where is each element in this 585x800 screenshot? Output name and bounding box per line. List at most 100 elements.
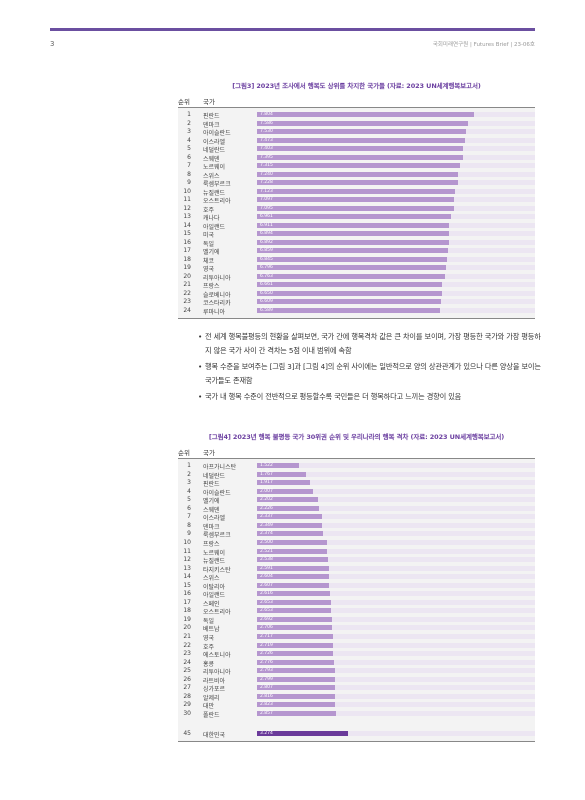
- bar: 2.653: [257, 599, 331, 605]
- bar-row: 12 뉴질랜드 2.538: [178, 556, 535, 565]
- bar: 6.763: [257, 273, 445, 279]
- country-label: 룩셈부르크: [203, 532, 231, 540]
- value-label: 2.007: [260, 488, 273, 494]
- rank-label: 16: [183, 238, 191, 246]
- bar-track: 2.823: [257, 702, 535, 708]
- bar-row: 20 베트남 2.706: [178, 624, 535, 633]
- bar-row: 29 대만 2.823: [178, 701, 535, 710]
- bar: 6.845: [257, 256, 448, 262]
- bar-track: 2.616: [257, 591, 535, 597]
- value-label: 2.653: [260, 608, 273, 614]
- figure3-title: [그림3] 2023년 조사에서 행복도 상위를 차지한 국가들 (자료: 20…: [232, 82, 481, 90]
- country-label: 네덜란드: [203, 472, 226, 480]
- country-label: 아프가니스탄: [203, 464, 237, 471]
- bar-row: 2 네덜란드 1.767: [178, 471, 535, 480]
- country-label: 덴마크: [203, 121, 220, 129]
- value-label: 7.530: [260, 129, 273, 134]
- value-label: 2.717: [260, 634, 273, 639]
- bar: 2.226: [257, 505, 319, 511]
- bar-row: 13 캐나다 6.961: [178, 213, 535, 222]
- value-label: 2.653: [260, 599, 273, 605]
- bar-row: 16 아일랜드 2.616: [178, 590, 535, 599]
- rank-label: 1: [187, 462, 191, 469]
- bar-row: 21 영국 2.717: [178, 633, 535, 642]
- value-label: 2.337: [260, 514, 273, 520]
- country-label: 홍콩: [203, 660, 215, 668]
- bar: 2.706: [257, 625, 333, 631]
- bullet-item: 전 세계 행복불평등의 현황을 살펴보면, 국가 간에 행복격차 값은 큰 차이…: [198, 330, 543, 357]
- value-label: 6.796: [260, 265, 273, 270]
- country-label: 대만: [203, 703, 215, 711]
- bar: 6.961: [257, 214, 451, 219]
- rank-label: 22: [183, 289, 191, 297]
- page-number: 3: [50, 40, 55, 48]
- figure3-chart: [그림3] 2023년 조사에서 행복도 상위를 차지한 국가들 (자료: 20…: [178, 80, 535, 319]
- bar-track: 2.591: [257, 565, 535, 571]
- bar-track: 2.374: [257, 531, 535, 537]
- bar-row: 8 덴마크 2.349: [178, 522, 535, 531]
- bar-row: 10 뉴질랜드 7.123: [178, 188, 535, 197]
- bar: 1.917: [257, 480, 311, 486]
- value-label: 6.661: [260, 282, 273, 287]
- bar-track: 7.228: [257, 180, 535, 185]
- rank-label: 12: [183, 204, 191, 212]
- bar-track: 2.706: [257, 625, 535, 631]
- country-label: 독일: [203, 240, 215, 248]
- value-label: 2.202: [260, 497, 273, 503]
- value-label: 2.500: [260, 539, 273, 545]
- bar-row: 18 체코 6.845: [178, 256, 535, 265]
- rank-label: 15: [183, 581, 191, 589]
- country-label: 코스타리카: [203, 300, 231, 307]
- country-label: 스웨덴: [203, 155, 220, 163]
- value-label: 2.591: [260, 565, 273, 571]
- country-label: 벨기에: [203, 498, 220, 506]
- bar: 2.202: [257, 497, 319, 503]
- bar: 6.894: [257, 231, 449, 236]
- rank-label: 30: [183, 709, 191, 717]
- bar-track: 7.123: [257, 188, 535, 194]
- country-label: 호주: [203, 643, 215, 651]
- bar: 6.661: [257, 282, 443, 287]
- rank-label: 26: [183, 675, 191, 683]
- value-label: 2.776: [260, 659, 273, 665]
- rank-label: 6: [187, 153, 191, 161]
- bar-row: 24 루마니아 6.589: [178, 307, 535, 316]
- rank-label: 2: [187, 470, 191, 478]
- value-label: 2.521: [260, 548, 273, 554]
- bar-track: 2.776: [257, 659, 535, 665]
- bar-row: 22 슬로베니아 6.650: [178, 290, 535, 299]
- figure4-chart: [그림4] 2023년 행복 불평등 국가 30위권 순위 및 우리나라의 행복…: [178, 431, 535, 743]
- bar-track: 7.395: [257, 154, 535, 160]
- bar-row: 11 오스트리아 7.097: [178, 196, 535, 205]
- bar-row: 15 이탈리아 2.607: [178, 582, 535, 591]
- country-label: 노르웨이: [203, 164, 226, 171]
- bar-row: 6 스웨덴 2.226: [178, 505, 535, 514]
- bar-row: 11 노르웨이 2.521: [178, 548, 535, 557]
- bar: 1.767: [257, 471, 307, 477]
- country-label: 덴마크: [203, 523, 220, 531]
- value-label: 2.692: [260, 616, 273, 622]
- value-label: 7.097: [260, 197, 273, 202]
- rank-label: 16: [183, 590, 191, 598]
- bar: 7.240: [257, 171, 459, 177]
- country-label: 라트비아: [203, 677, 226, 685]
- bar-track: 2.719: [257, 642, 535, 648]
- bar-track: 7.530: [257, 129, 535, 134]
- country-label: 대한민국: [203, 731, 226, 739]
- figure4-col-rank: 순위: [178, 449, 190, 457]
- value-label: 6.763: [260, 273, 273, 279]
- country-label: 핀란드: [203, 481, 220, 489]
- bar-track: 7.097: [257, 197, 535, 202]
- bar-track: 2.857: [257, 710, 535, 716]
- rank-label: 45: [183, 729, 191, 737]
- bar-track: 2.007: [257, 488, 535, 494]
- country-label: 영국: [203, 635, 215, 642]
- bar: 2.807: [257, 685, 336, 691]
- rank-label: 20: [183, 624, 191, 632]
- rank-label: 13: [183, 213, 191, 220]
- bar-row: 27 싱가포르 2.807: [178, 684, 535, 693]
- bar-track: 2.807: [257, 685, 535, 691]
- bar-track: 6.961: [257, 214, 535, 219]
- bar: 2.604: [257, 574, 330, 580]
- bar-track: 2.692: [257, 616, 535, 622]
